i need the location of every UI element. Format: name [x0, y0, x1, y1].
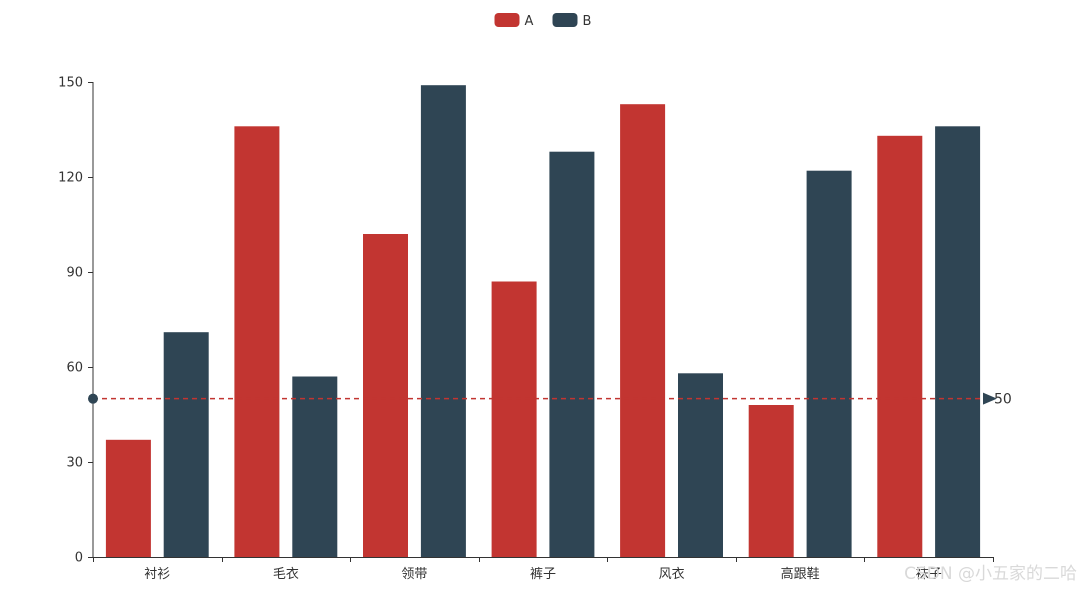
bar-A-毛衣[interactable] [234, 126, 280, 558]
bar-A-领带[interactable] [363, 234, 408, 557]
y-tick-label: 150 [58, 76, 83, 91]
legend-item-B[interactable]: B [552, 13, 592, 29]
bar-B-衬衫[interactable] [163, 332, 209, 557]
bar-A-裤子[interactable] [491, 281, 537, 558]
bar-B-风衣[interactable] [678, 373, 723, 557]
axes: 0 30 60 90 120 150 衬衫 毛衣 领带 裤子 风衣 高跟鞋 袜子 [58, 76, 994, 582]
y-tick-label: 0 [75, 551, 83, 566]
legend-swatch [494, 13, 520, 27]
mark-line: 50 [88, 392, 1012, 408]
bar-B-高跟鞋[interactable] [806, 170, 852, 557]
y-tick-label: 120 [58, 171, 83, 186]
bar-A-高跟鞋[interactable] [748, 405, 794, 557]
mark-line-start-dot [88, 393, 98, 404]
y-tick-label: 60 [66, 361, 83, 376]
x-tick-label: 风衣 [659, 566, 685, 582]
watermark: CSDN @小五家的二哈 [904, 564, 1077, 584]
bar-A-衬衫[interactable] [105, 439, 151, 557]
bar-B-裤子[interactable] [549, 151, 595, 557]
y-tick-label: 90 [66, 266, 83, 281]
mark-line-arrow-icon [983, 392, 997, 405]
mark-line-label: 50 [994, 392, 1012, 408]
bar-A-风衣[interactable] [620, 104, 666, 557]
legend-item-A[interactable]: A [494, 13, 534, 29]
x-tick-label: 毛衣 [273, 566, 299, 582]
bar-A-袜子[interactable] [877, 135, 923, 558]
bar-B-袜子[interactable] [935, 126, 981, 558]
y-tick-label: 30 [66, 456, 83, 471]
x-tick-label: 高跟鞋 [781, 566, 820, 582]
x-tick-label: 裤子 [530, 567, 556, 582]
x-tick-label: 领带 [401, 567, 427, 582]
x-tick-label: 袜子 [916, 567, 942, 582]
x-tick-label: 衬衫 [144, 567, 170, 582]
bar-B-毛衣[interactable] [292, 376, 338, 558]
legend-label: A [525, 14, 534, 29]
legend-swatch [552, 13, 578, 27]
bar-B-领带[interactable] [420, 85, 466, 557]
legend-label: B [583, 14, 592, 29]
bars [105, 85, 981, 558]
